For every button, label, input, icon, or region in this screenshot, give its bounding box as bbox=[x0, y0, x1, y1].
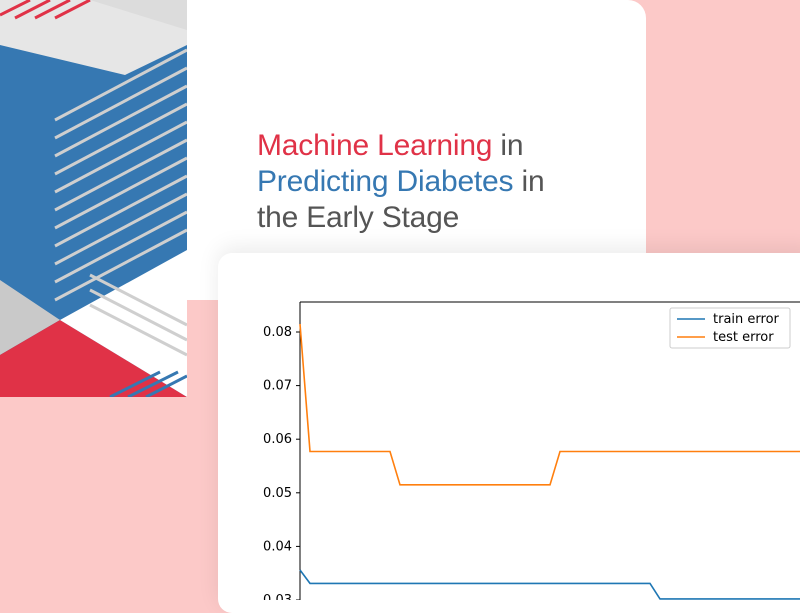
y-tick-label: 0.07 bbox=[263, 379, 292, 394]
title-highlight-blue: Predicting Diabetes bbox=[257, 165, 514, 198]
legend-box bbox=[669, 307, 791, 349]
y-tick-label: 0.04 bbox=[263, 539, 292, 554]
y-tick-label: 0.06 bbox=[263, 432, 292, 447]
y-tick-label: 0.03 bbox=[263, 593, 292, 600]
red-stripes bbox=[0, 0, 91, 20]
series-line bbox=[299, 323, 800, 486]
y-tick-label: 0.05 bbox=[263, 486, 292, 501]
error-chart: 0.03 0.04 0.05 0.06 0.07 0.08 train error test … bbox=[263, 301, 800, 600]
title-line3: the Early Stage bbox=[257, 201, 460, 234]
y-tick-label: 0.08 bbox=[263, 325, 292, 340]
gray-stripes bbox=[54, 48, 187, 302]
decorative-geometric-art bbox=[0, 0, 187, 397]
legend-label: test error bbox=[713, 330, 774, 345]
gray-stripes-lower bbox=[89, 273, 187, 357]
red-triangle bbox=[0, 320, 187, 397]
title-word: in bbox=[492, 129, 524, 162]
title-word: in bbox=[513, 165, 545, 198]
page-title: Machine Learning in Predicting Diabetes … bbox=[257, 128, 617, 236]
gray-triangle-top bbox=[0, 0, 187, 75]
blue-stripes bbox=[109, 370, 187, 397]
title-card bbox=[187, 0, 646, 300]
series-line bbox=[299, 569, 800, 600]
legend-label: train error bbox=[713, 312, 780, 327]
title-highlight-red: Machine Learning bbox=[257, 129, 493, 162]
